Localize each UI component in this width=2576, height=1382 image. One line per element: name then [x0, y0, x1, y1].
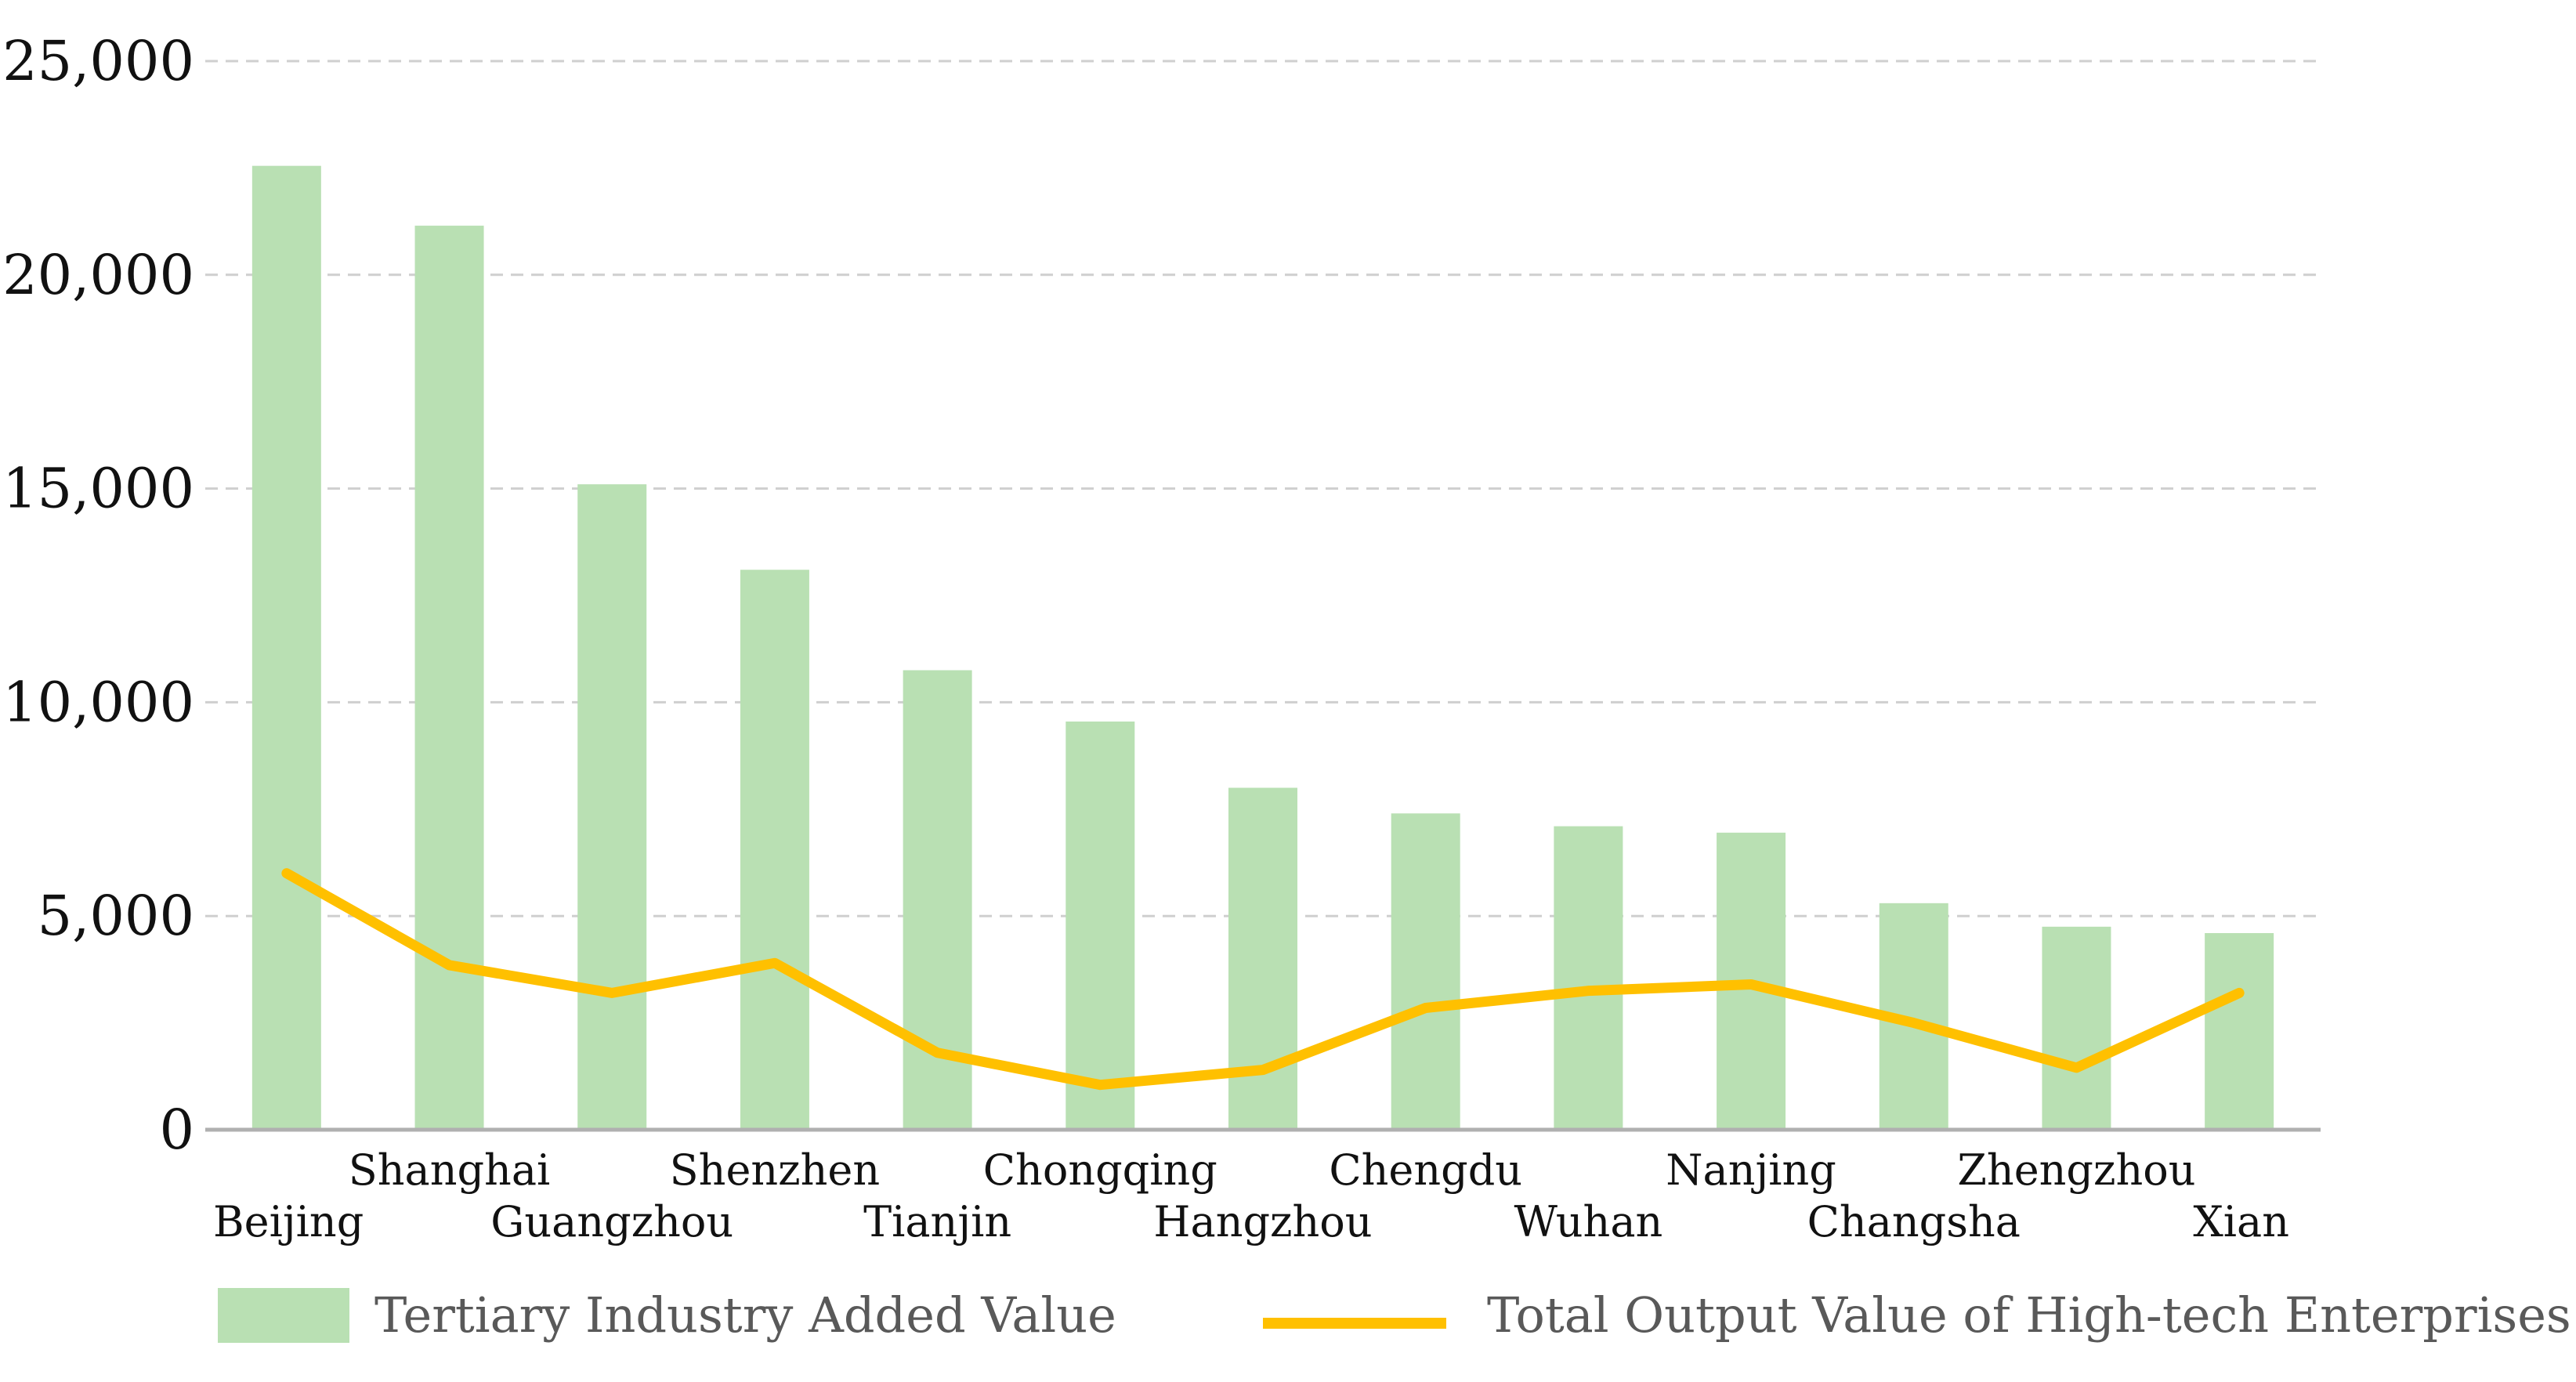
- category-label: Nanjing: [1666, 1145, 1836, 1195]
- line-point: [1583, 986, 1594, 996]
- legend: Tertiary Industry Added Value Total Outp…: [218, 1286, 2571, 1344]
- bar: [740, 570, 809, 1130]
- line-point: [1420, 1003, 1431, 1013]
- y-tick-label: 25,000: [2, 29, 194, 93]
- legend-label-line: Total Output Value of High-tech Enterpri…: [1487, 1286, 2571, 1344]
- y-tick-label: 20,000: [2, 243, 194, 307]
- category-label: Beijing: [213, 1197, 364, 1246]
- y-tick-label: 0: [159, 1098, 194, 1162]
- category-labels: BeijingShanghaiGuangzhouShenzhenTianjinC…: [213, 1145, 2289, 1246]
- y-tick-label: 10,000: [2, 670, 194, 734]
- category-label: Hangzhou: [1153, 1197, 1372, 1246]
- category-label: Chengdu: [1329, 1145, 1522, 1195]
- bar: [2042, 926, 2111, 1130]
- line-series: [281, 868, 2245, 1091]
- gridlines: [205, 60, 2321, 917]
- line-point: [769, 958, 780, 968]
- category-label: Chongqing: [983, 1145, 1217, 1195]
- bar: [1065, 721, 1135, 1130]
- category-label: Shanghai: [349, 1145, 551, 1195]
- y-tick-label: 5,000: [38, 884, 194, 948]
- category-label: Xian: [2193, 1197, 2289, 1246]
- bar: [1554, 826, 1623, 1130]
- bar-series: [251, 165, 2274, 1130]
- line-point: [1908, 1018, 1919, 1028]
- category-label: Zhengzhou: [1957, 1145, 2195, 1195]
- category-label: Changsha: [1807, 1197, 2021, 1246]
- line-point: [444, 960, 454, 970]
- y-tick-label: 15,000: [2, 457, 194, 521]
- line-point: [1258, 1065, 1268, 1075]
- line-point: [1095, 1080, 1105, 1090]
- category-label: Wuhan: [1514, 1197, 1662, 1246]
- y-tick-labels: 0 5,000 10,000 15,000 20,000 25,000: [2, 29, 194, 1162]
- category-label: Guangzhou: [490, 1197, 733, 1246]
- line-point: [281, 868, 291, 878]
- line-point: [932, 1047, 942, 1058]
- bar: [1228, 787, 1297, 1130]
- category-label: Tianjin: [863, 1197, 1011, 1246]
- bar: [251, 165, 321, 1130]
- line-point: [607, 988, 617, 998]
- bar: [2205, 933, 2274, 1130]
- bar: [1391, 813, 1460, 1130]
- line-point: [2234, 988, 2245, 998]
- bar: [414, 226, 484, 1130]
- line-point: [2071, 1062, 2082, 1073]
- category-label: Shenzhen: [670, 1145, 880, 1195]
- bar: [577, 484, 647, 1130]
- legend-label-bar: Tertiary Industry Added Value: [374, 1286, 1116, 1344]
- line-point: [1746, 979, 1757, 989]
- legend-swatch-bar: [218, 1288, 349, 1343]
